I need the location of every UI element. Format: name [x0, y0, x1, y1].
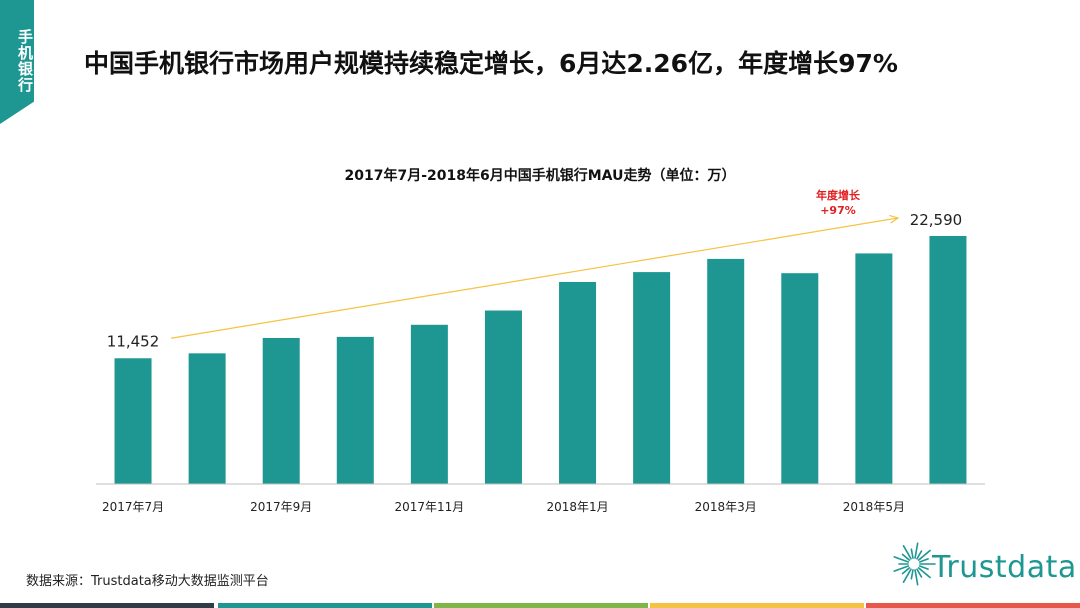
side-tab	[0, 0, 34, 124]
sunburst-ray	[902, 568, 912, 583]
growth-annotation-value: +97%	[820, 204, 856, 217]
sunburst-icon	[893, 542, 936, 586]
bar-6	[484, 310, 522, 484]
sunburst-ray	[893, 565, 910, 572]
sunburst-ray	[910, 548, 914, 559]
data-label-first: 11,452	[107, 332, 160, 350]
sunburst-ray	[916, 550, 923, 560]
x-tick-label: 2018年1月	[546, 500, 608, 514]
bar-12	[929, 235, 967, 484]
x-tick-label: 2017年7月	[102, 500, 164, 514]
sunburst-ray	[916, 568, 923, 578]
bar-11	[855, 253, 893, 484]
trustdata-logo: Trustdata	[892, 536, 1076, 594]
footer-segment	[0, 603, 214, 608]
bar-1	[114, 358, 152, 484]
sunburst-ray	[902, 545, 912, 560]
sunburst-ray	[917, 567, 931, 579]
bar-4	[336, 336, 374, 484]
side-tab-label: 手机银行	[16, 29, 34, 93]
sunburst-ray	[893, 556, 910, 563]
chart-title: 2017年7月-2018年6月中国手机银行MAU走势（单位：万）	[344, 168, 736, 184]
sunburst-ray	[910, 569, 914, 580]
footer-segment	[866, 603, 1080, 608]
x-tick-label: 2017年9月	[250, 500, 312, 514]
bar-8	[633, 272, 671, 484]
page-title: 中国手机银行市场用户规模持续稳定增长，6月达2.26亿，年度增长97%	[84, 49, 898, 78]
trend-arrow-head	[889, 214, 900, 224]
data-label-last: 22,590	[910, 211, 963, 229]
bar-10	[781, 273, 819, 484]
bars-group	[114, 235, 967, 484]
footer-segment	[218, 603, 432, 608]
footer-segment	[434, 603, 648, 608]
bar-2	[188, 353, 226, 484]
sunburst-ray	[914, 569, 919, 586]
sunburst-ray	[901, 567, 911, 575]
x-tick-label: 2018年5月	[843, 500, 905, 514]
growth-annotation-title: 年度增长	[816, 188, 861, 202]
sunburst-ray	[918, 565, 929, 570]
sunburst-ray	[914, 542, 919, 559]
footer-segment	[650, 603, 864, 608]
bar-3	[262, 337, 300, 484]
bar-9	[707, 258, 745, 484]
bar-5	[410, 324, 448, 484]
x-tick-label: 2017年11月	[394, 500, 464, 514]
logo-text: Trustdata	[932, 550, 1077, 585]
sunburst-ray	[917, 549, 931, 561]
data-source-note: 数据来源：Trustdata移动大数据监测平台	[26, 574, 269, 589]
sunburst-ray	[901, 553, 911, 561]
x-tick-labels: 2017年7月 2017年9月 2017年11月 2018年1月 2018年3月 2018…	[102, 500, 905, 514]
x-tick-label: 2018年3月	[695, 500, 757, 514]
bar-7	[559, 281, 597, 484]
trend-arrow	[170, 217, 899, 339]
sunburst-ray	[918, 558, 929, 563]
